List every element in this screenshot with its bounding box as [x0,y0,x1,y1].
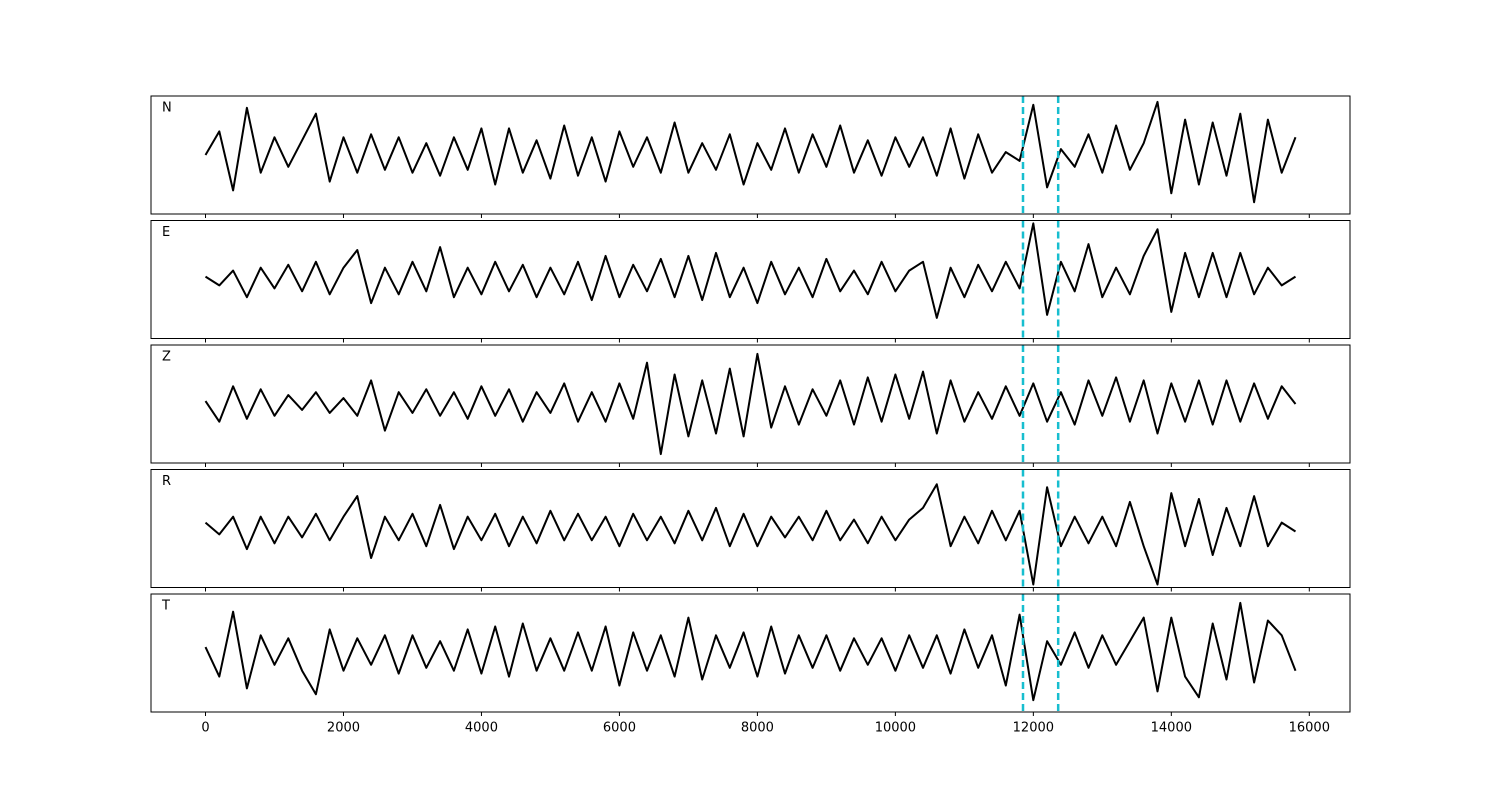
trace [204,483,1297,586]
panel-frame [150,220,1351,339]
x-tick-label: 0 [201,721,209,736]
trace [204,601,1297,702]
panel-frame [150,95,1351,215]
panel-label: R [162,474,171,489]
panel-label: E [162,225,170,240]
panel-frame [150,469,1351,588]
panel-frame [150,344,1351,464]
x-tick-label: 4000 [465,721,498,736]
panel-frame [150,593,1351,713]
trace [204,100,1297,204]
x-tick-label: 14000 [1151,721,1192,736]
x-tick-label: 16000 [1289,721,1330,736]
x-tick-label: 6000 [603,721,636,736]
trace [204,222,1297,319]
trace [204,352,1297,456]
panel-label: T [161,599,170,614]
x-tick-label: 8000 [741,721,774,736]
x-tick-label: 12000 [1013,721,1054,736]
panel-label: Z [162,350,171,365]
panel-label: N [162,101,172,116]
x-tick-label: 2000 [327,721,360,736]
x-tick-label: 10000 [875,721,916,736]
